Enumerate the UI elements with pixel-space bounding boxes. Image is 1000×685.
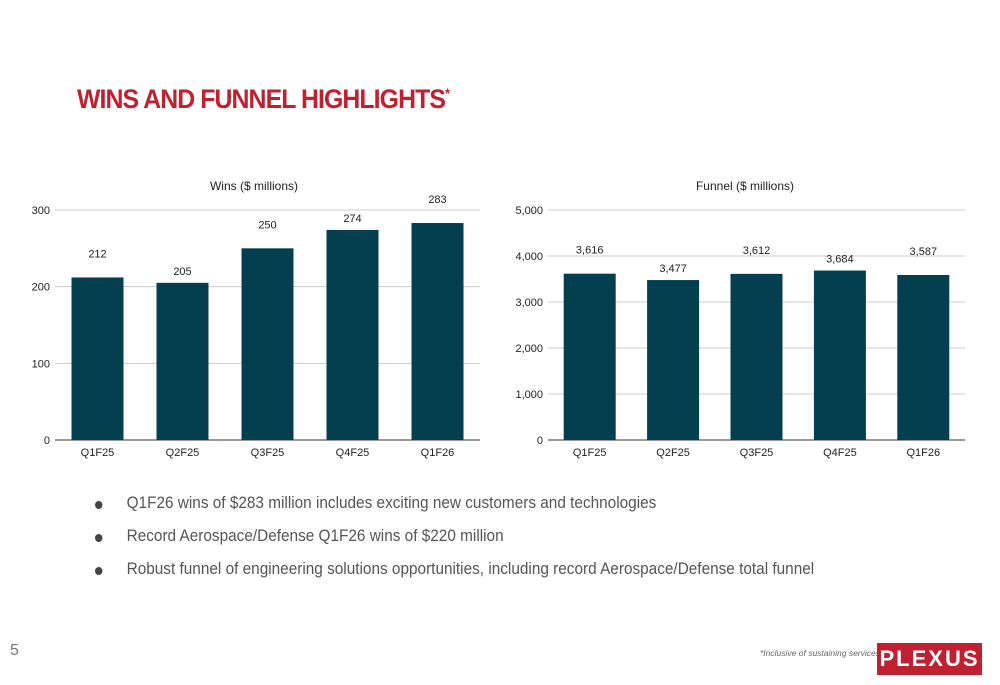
y-tick-label: 4,000 [515, 251, 543, 263]
bar [730, 273, 783, 440]
data-label: 3,587 [910, 246, 938, 258]
x-tick-label: Q1F26 [421, 447, 455, 459]
x-tick-label: Q1F25 [573, 447, 607, 459]
x-tick-label: Q1F26 [906, 447, 940, 459]
bar [71, 277, 124, 440]
title-asterisk: * [445, 85, 450, 101]
data-label: 250 [258, 219, 276, 231]
title-text: WINS AND FUNNEL HIGHLIGHTS [77, 84, 446, 114]
bullet-item: Record Aerospace/Defense Q1F26 wins of $… [95, 527, 814, 560]
data-label: 3,612 [743, 245, 771, 257]
funnel-chart: Funnel ($ millions) 0 1,000 2,000 3,000 4,000… [515, 179, 965, 459]
y-tick-label: 200 [32, 282, 50, 294]
bar [897, 274, 950, 440]
bar [241, 248, 294, 440]
bullet-list: Q1F26 wins of $283 million includes exci… [95, 494, 868, 593]
bar [326, 229, 379, 440]
data-label: 3,684 [826, 254, 854, 266]
bar [563, 273, 616, 440]
charts: Wins ($ millions) 0 100 200 300 212 Q1F25 205 Q2… [32, 179, 965, 459]
wins-chart: Wins ($ millions) 0 100 200 300 212 Q1F25 205 Q2… [32, 179, 480, 459]
y-tick-label: 300 [32, 205, 50, 217]
x-tick-label: Q3F25 [740, 447, 774, 459]
chart-title: Funnel ($ millions) [696, 179, 794, 193]
bar [647, 280, 700, 440]
x-tick-label: Q3F25 [251, 447, 285, 459]
data-label: 212 [88, 248, 106, 260]
x-tick-label: Q1F25 [81, 447, 115, 459]
y-tick-label: 5,000 [515, 205, 543, 217]
x-tick-label: Q4F25 [336, 447, 370, 459]
data-label: 3,477 [659, 263, 687, 275]
y-tick-label: 0 [44, 435, 50, 447]
bullet-item: Robust funnel of engineering solutions o… [95, 560, 814, 593]
plexus-logo: PLEXUS [877, 643, 982, 675]
bar [813, 270, 866, 440]
data-label: 205 [173, 266, 191, 278]
y-tick-label: 3,000 [515, 297, 543, 309]
y-tick-label: 0 [537, 435, 543, 447]
x-tick-label: Q2F25 [166, 447, 200, 459]
y-tick-label: 1,000 [515, 389, 543, 401]
footnote: *Inclusive of sustaining services [760, 648, 881, 658]
bar [156, 282, 209, 440]
y-tick-label: 100 [32, 358, 50, 370]
data-label: 283 [428, 194, 446, 206]
data-label: 3,616 [576, 245, 604, 257]
page-number: 5 [10, 642, 19, 659]
bar [411, 223, 464, 440]
x-tick-label: Q4F25 [823, 447, 857, 459]
x-tick-label: Q2F25 [656, 447, 690, 459]
chart-title: Wins ($ millions) [210, 179, 298, 193]
page-title: WINS AND FUNNEL HIGHLIGHTS* [77, 84, 450, 115]
y-tick-label: 2,000 [515, 343, 543, 355]
data-label: 274 [343, 213, 361, 225]
bullet-item: Q1F26 wins of $283 million includes exci… [95, 494, 814, 527]
